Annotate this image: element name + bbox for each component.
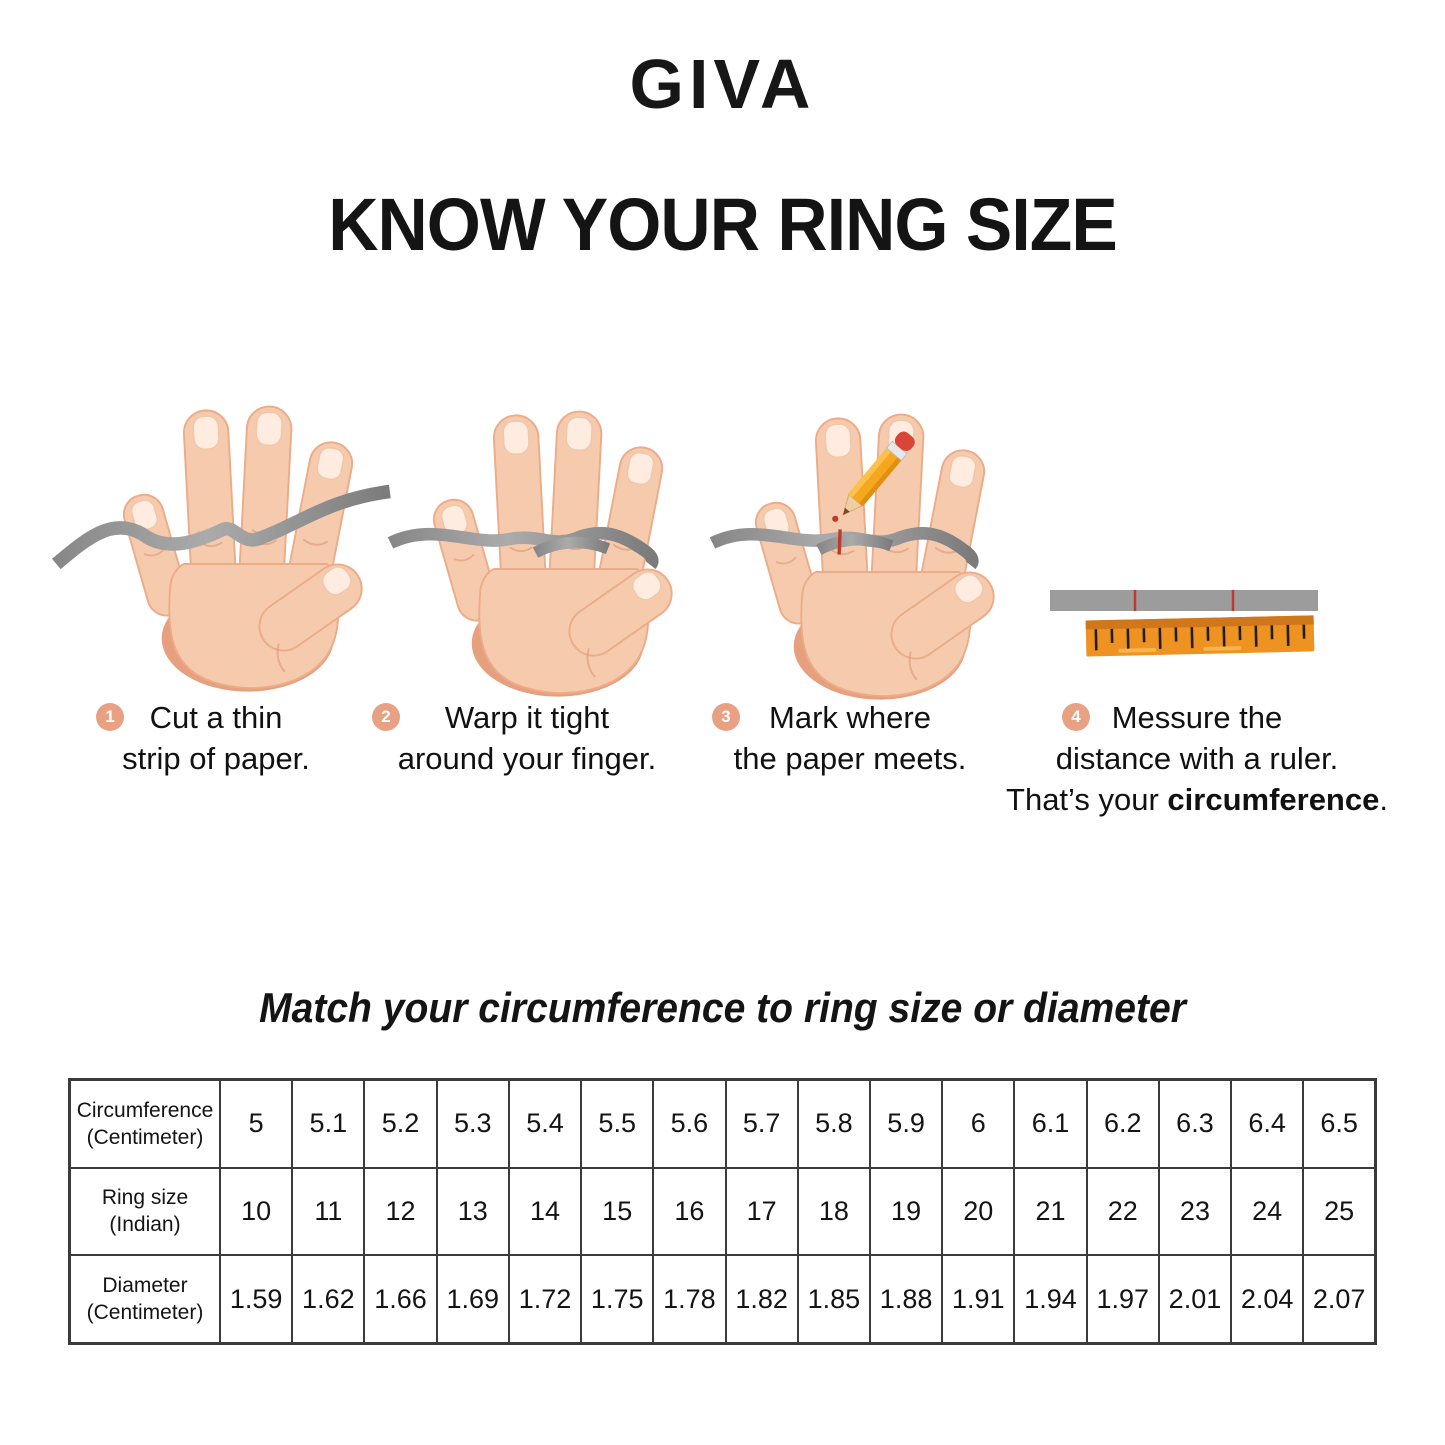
cell-diameter-4: 1.72 xyxy=(507,1254,583,1345)
cell-ring-size-9: 19 xyxy=(868,1166,944,1257)
step-1-text: strip of paper. xyxy=(122,741,310,776)
cell-circumference-15: 6.5 xyxy=(1302,1078,1377,1169)
cell-diameter-14: 2.04 xyxy=(1230,1254,1305,1345)
measure-illustration xyxy=(1050,590,1318,657)
ruler-icon xyxy=(1085,615,1315,657)
paper-strip-wrap-icon xyxy=(532,536,611,558)
pencil-mark-icon xyxy=(837,529,842,555)
step-2-badge: 2 xyxy=(372,703,400,731)
table-heading: Match your circumference to ring size or… xyxy=(259,984,1186,1031)
cell-diameter-1: 1.62 xyxy=(291,1254,366,1345)
cell-circumference-14: 6.4 xyxy=(1230,1078,1305,1169)
cell-ring-size-4: 14 xyxy=(507,1166,583,1257)
cell-ring-size-10: 20 xyxy=(941,1166,1016,1257)
step-1: 1 Cut a thin strip of paper. xyxy=(76,697,356,779)
hand-step1-illustration xyxy=(52,385,391,685)
cell-ring-size-0: 10 xyxy=(218,1166,294,1257)
step-4-text: Messure the xyxy=(1111,700,1283,735)
cell-ring-size-15: 25 xyxy=(1302,1166,1377,1257)
step-2-text: around your finger. xyxy=(397,741,657,776)
cell-ring-size-6: 16 xyxy=(652,1166,727,1257)
cell-circumference-7: 5.7 xyxy=(724,1078,799,1169)
cell-circumference-10: 6 xyxy=(941,1078,1016,1169)
cell-circumference-5: 5.5 xyxy=(580,1078,655,1169)
row-label-diameter: Diameter (Centimeter) xyxy=(68,1254,221,1345)
table-row-circumference: Circumference (Centimeter) 5 5.1 5.2 5.3 5.4 5… xyxy=(68,1078,1377,1169)
cell-ring-size-3: 13 xyxy=(435,1166,510,1257)
step-3-text: the paper meets. xyxy=(733,741,967,776)
cell-diameter-10: 1.91 xyxy=(941,1254,1016,1345)
cell-diameter-6: 1.78 xyxy=(652,1254,727,1345)
cell-circumference-13: 6.3 xyxy=(1157,1078,1233,1169)
cell-diameter-12: 1.97 xyxy=(1085,1254,1160,1345)
cell-circumference-11: 6.1 xyxy=(1013,1078,1088,1169)
cell-diameter-7: 1.82 xyxy=(724,1254,799,1345)
cell-diameter-5: 1.75 xyxy=(580,1254,655,1345)
step-1-text: Cut a thin xyxy=(149,700,283,735)
cell-ring-size-8: 18 xyxy=(796,1166,871,1257)
hand-step3-illustration xyxy=(709,393,1017,693)
cell-circumference-4: 5.4 xyxy=(507,1078,583,1169)
paper-strip-wrap-icon xyxy=(816,533,894,555)
cell-circumference-1: 5.1 xyxy=(291,1078,366,1169)
cell-circumference-2: 5.2 xyxy=(363,1078,438,1169)
cell-diameter-8: 1.85 xyxy=(796,1254,871,1345)
cell-diameter-13: 2.01 xyxy=(1157,1254,1233,1345)
paper-strip-icon xyxy=(1050,590,1318,611)
cell-circumference-8: 5.8 xyxy=(796,1078,871,1169)
table-row-diameter: Diameter (Centimeter) 1.59 1.62 1.66 1.69 1.7… xyxy=(68,1254,1377,1345)
step-2-text: Warp it tight xyxy=(444,700,610,735)
ring-size-table-body: Circumference (Centimeter) 5 5.1 5.2 5.3 5.4 5… xyxy=(68,1078,1377,1345)
cell-ring-size-2: 12 xyxy=(363,1166,438,1257)
cell-circumference-3: 5.3 xyxy=(435,1078,510,1169)
brand-logo: GIVA xyxy=(629,45,816,123)
cell-ring-size-5: 15 xyxy=(580,1166,655,1257)
row-label-circumference: Circumference (Centimeter) xyxy=(68,1078,221,1169)
cell-diameter-9: 1.88 xyxy=(868,1254,944,1345)
pencil-icon xyxy=(842,431,915,516)
cell-ring-size-11: 21 xyxy=(1013,1166,1088,1257)
cell-diameter-15: 2.07 xyxy=(1302,1254,1377,1345)
table-row-ring-size: Ring size (Indian) 10 11 12 13 14 15 16 17 18 19 20… xyxy=(68,1166,1377,1257)
step-3-text: Mark where xyxy=(769,700,931,735)
cell-circumference-9: 5.9 xyxy=(868,1078,944,1169)
cell-diameter-11: 1.94 xyxy=(1013,1254,1088,1345)
step-3-badge: 3 xyxy=(712,703,740,731)
step-4: 4 Messure the distance with a ruler. Tha… xyxy=(1006,697,1388,820)
step-2: 2 Warp it tight around your finger. xyxy=(362,697,692,779)
page-title: KNOW YOUR RING SIZE xyxy=(328,183,1118,266)
cell-circumference-6: 5.6 xyxy=(652,1078,727,1169)
cell-ring-size-12: 22 xyxy=(1085,1166,1160,1257)
cell-diameter-0: 1.59 xyxy=(218,1254,294,1345)
step-3: 3 Mark where the paper meets. xyxy=(700,697,1000,779)
pencil-dot-icon xyxy=(832,515,839,522)
step-4-badge: 4 xyxy=(1062,703,1090,731)
step-4-text: That’s your circumference. xyxy=(1006,782,1388,817)
cell-ring-size-1: 11 xyxy=(291,1166,366,1257)
cell-circumference-12: 6.2 xyxy=(1085,1078,1160,1169)
cell-circumference-0: 5 xyxy=(218,1078,294,1169)
ring-size-table: Circumference (Centimeter) 5 5.1 5.2 5.3 5.4 5… xyxy=(68,1078,1377,1345)
step-4-text: distance with a ruler. xyxy=(1055,741,1339,776)
step-1-badge: 1 xyxy=(96,703,124,731)
paper-strip-icon xyxy=(52,484,391,570)
cell-ring-size-13: 23 xyxy=(1157,1166,1233,1257)
cell-ring-size-7: 17 xyxy=(724,1166,799,1257)
cell-ring-size-14: 24 xyxy=(1230,1166,1305,1257)
row-label-ring-size: Ring size (Indian) xyxy=(68,1166,221,1257)
cell-diameter-3: 1.69 xyxy=(435,1254,510,1345)
hand-step2-illustration xyxy=(387,390,695,690)
cell-diameter-2: 1.66 xyxy=(363,1254,438,1345)
